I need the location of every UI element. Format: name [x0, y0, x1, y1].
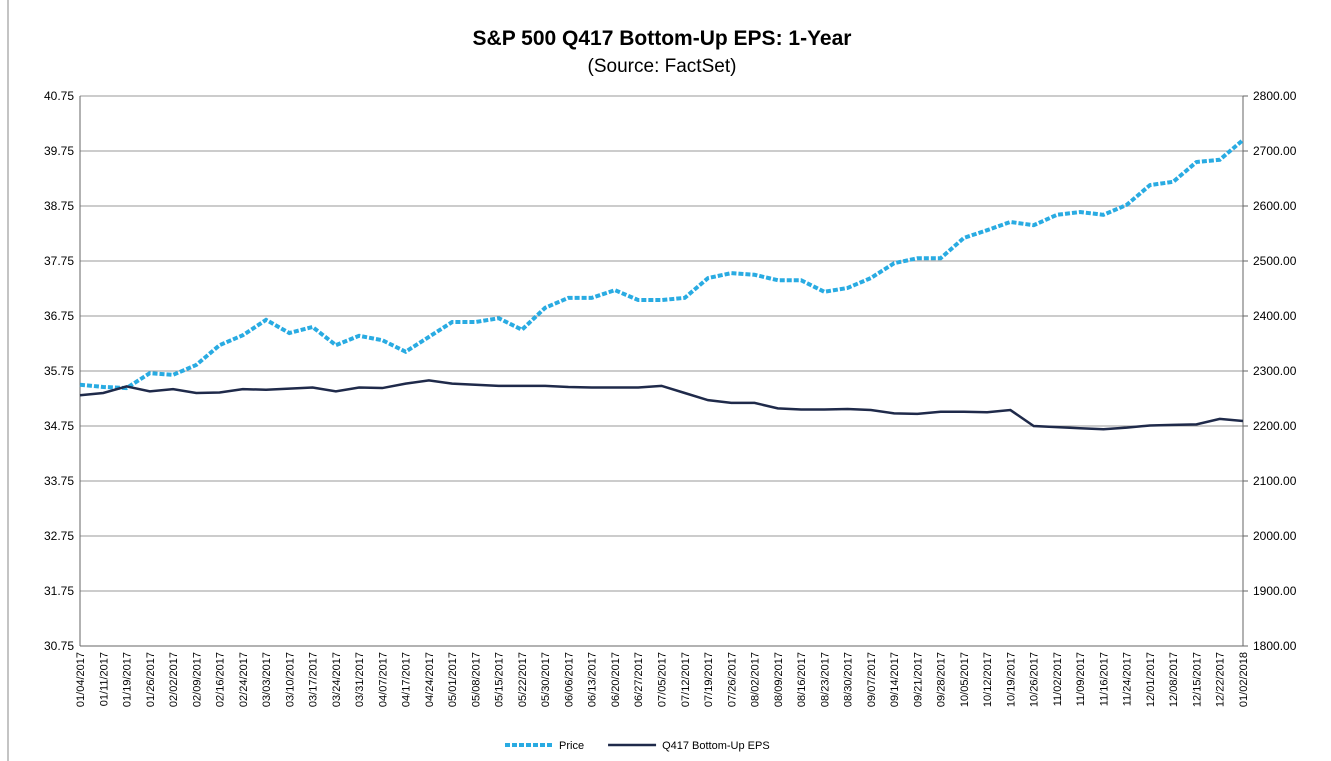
series-line: [79, 138, 1245, 391]
y2-tick-label: 2100.00: [1253, 474, 1297, 488]
x-tick-label: 08/16/2017: [796, 652, 808, 707]
x-tick-label: 07/05/2017: [657, 652, 669, 707]
y-tick-label: 30.75: [44, 639, 74, 653]
y2-tick-label: 2300.00: [1253, 364, 1297, 378]
x-tick-label: 09/14/2017: [889, 652, 901, 707]
y-tick-label: 36.75: [44, 309, 74, 323]
chart-title: S&P 500 Q417 Bottom-Up EPS: 1-Year: [473, 27, 852, 50]
x-tick-label: 03/17/2017: [308, 652, 320, 707]
x-tick-label: 01/19/2017: [122, 652, 134, 707]
legend-label: Price: [559, 740, 584, 752]
x-tick-label: 04/17/2017: [401, 652, 413, 707]
legend-label: Q417 Bottom-Up EPS: [662, 740, 770, 752]
x-tick-label: 03/24/2017: [331, 652, 343, 707]
x-tick-label: 04/24/2017: [424, 652, 436, 707]
x-tick-label: 03/31/2017: [354, 652, 366, 707]
y2-tick-label: 1800.00: [1253, 639, 1297, 653]
x-tick-label: 09/21/2017: [912, 652, 924, 707]
y-tick-label: 39.75: [44, 144, 74, 158]
x-tick-label: 05/15/2017: [494, 652, 506, 707]
x-tick-label: 10/05/2017: [959, 652, 971, 707]
series-line: [79, 379, 1244, 431]
y2-tick-label: 2200.00: [1253, 419, 1297, 433]
y-tick-label: 31.75: [44, 584, 74, 598]
y-tick-label: 38.75: [44, 199, 74, 213]
y2-tick-label: 2400.00: [1253, 309, 1297, 323]
x-tick-label: 05/01/2017: [447, 652, 459, 707]
y-tick-label: 33.75: [44, 474, 74, 488]
x-tick-label: 01/02/2018: [1238, 652, 1250, 707]
x-tick-label: 06/13/2017: [587, 652, 599, 707]
x-tick-label: 10/19/2017: [1005, 652, 1017, 707]
x-tick-label: 02/02/2017: [168, 652, 180, 707]
x-tick-label: 07/19/2017: [703, 652, 715, 707]
x-tick-label: 06/27/2017: [633, 652, 645, 707]
y-tick-label: 40.75: [44, 89, 74, 103]
x-tick-label: 06/20/2017: [610, 652, 622, 707]
x-tick-label: 08/02/2017: [750, 652, 762, 707]
x-tick-label: 06/06/2017: [563, 652, 575, 707]
x-tick-label: 04/07/2017: [377, 652, 389, 707]
x-tick-label: 11/24/2017: [1122, 652, 1134, 706]
y2-tick-label: 2700.00: [1253, 144, 1297, 158]
x-tick-label: 09/28/2017: [936, 652, 948, 707]
x-tick-label: 07/26/2017: [726, 652, 738, 707]
x-tick-label: 11/16/2017: [1098, 652, 1110, 706]
x-tick-label: 01/11/2017: [98, 652, 110, 706]
y2-tick-label: 1900.00: [1253, 584, 1297, 598]
x-tick-label: 12/15/2017: [1191, 652, 1203, 707]
x-tick-label: 03/10/2017: [284, 652, 296, 707]
chart-subtitle: (Source: FactSet): [588, 56, 737, 77]
y2-tick-label: 2800.00: [1253, 89, 1297, 103]
y-tick-label: 35.75: [44, 364, 74, 378]
x-tick-label: 10/12/2017: [982, 652, 994, 707]
y-tick-label: 37.75: [44, 254, 74, 268]
x-tick-label: 10/26/2017: [1029, 652, 1041, 707]
x-tick-label: 01/26/2017: [145, 652, 157, 707]
y2-tick-label: 2600.00: [1253, 199, 1297, 213]
x-tick-label: 08/30/2017: [843, 652, 855, 707]
x-tick-label: 02/24/2017: [238, 652, 250, 707]
x-tick-label: 05/30/2017: [540, 652, 552, 707]
y2-tick-label: 2000.00: [1253, 529, 1297, 543]
x-tick-label: 12/01/2017: [1145, 652, 1157, 707]
y-tick-label: 34.75: [44, 419, 74, 433]
x-tick-label: 12/22/2017: [1215, 652, 1227, 707]
x-tick-label: 12/08/2017: [1168, 652, 1180, 707]
x-tick-label: 05/22/2017: [517, 652, 529, 707]
x-tick-label: 05/08/2017: [470, 652, 482, 707]
x-tick-label: 09/07/2017: [866, 652, 878, 707]
y-tick-label: 32.75: [44, 529, 74, 543]
x-tick-label: 08/09/2017: [773, 652, 785, 707]
x-tick-label: 11/02/2017: [1052, 652, 1064, 706]
y2-tick-label: 2500.00: [1253, 254, 1297, 268]
x-tick-label: 08/23/2017: [819, 652, 831, 707]
x-tick-label: 07/12/2017: [680, 652, 692, 707]
x-tick-label: 01/04/2017: [75, 652, 87, 707]
x-tick-label: 11/09/2017: [1075, 652, 1087, 706]
x-tick-label: 03/03/2017: [261, 652, 273, 707]
x-tick-label: 02/16/2017: [215, 652, 227, 707]
x-tick-label: 02/09/2017: [191, 652, 203, 707]
